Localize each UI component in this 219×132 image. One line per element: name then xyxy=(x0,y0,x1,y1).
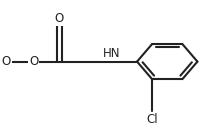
Text: Cl: Cl xyxy=(146,113,158,126)
Text: O: O xyxy=(55,12,64,25)
Text: O: O xyxy=(29,55,38,68)
Text: O: O xyxy=(2,55,11,68)
Text: HN: HN xyxy=(102,47,120,60)
